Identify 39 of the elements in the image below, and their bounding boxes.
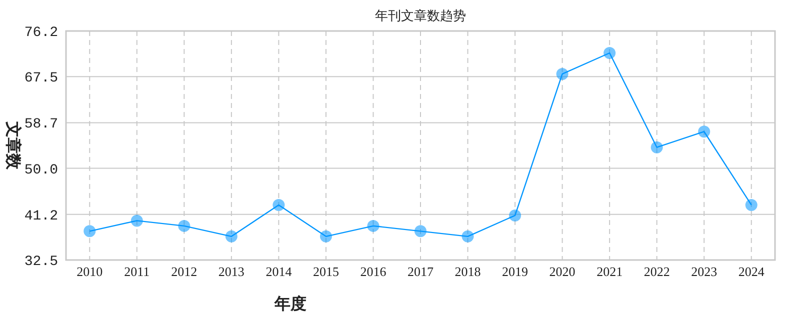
point [225,230,238,242]
point [698,126,710,138]
point [367,220,380,232]
chart-title: 年刊文章数趋势 [375,8,466,23]
x-tick-label: 2013 [218,264,244,279]
point [84,225,96,238]
x-axis-title: 年度 [274,294,306,313]
y-tick-label: 32.5 [24,254,58,270]
point [745,198,758,211]
x-tick-label: 2023 [691,264,718,279]
y-tick-label: 67.5 [24,70,58,87]
x-tick-label: 2012 [171,264,198,279]
point [178,220,190,232]
point [272,198,285,211]
point [604,47,616,60]
x-tick-label: 2010 [76,264,103,279]
x-tick-label: 2019 [502,264,528,279]
point [556,68,568,80]
x-tick-label: 2022 [644,264,670,279]
y-tick-label: 76.2 [24,25,58,41]
y-tick-label: 41.2 [24,208,58,224]
x-tick-label: 2017 [408,264,434,279]
x-tick-label: 2015 [312,264,339,279]
x-tick-label: 2014 [266,264,292,279]
x-tick-label: 2024 [738,264,765,279]
x-tick-label: 2016 [360,264,387,279]
x-tick-label: 2021 [596,264,623,279]
y-tick-label: 58.7 [24,116,58,133]
x-tick-label: 2020 [549,264,576,279]
point [130,214,143,227]
y-tick-label: 50.0 [24,162,58,178]
point [650,141,663,154]
point [462,230,474,242]
point [509,209,522,222]
point [320,230,332,242]
x-tick-label: 2018 [454,264,481,279]
x-tick-label: 2011 [124,264,150,279]
point [414,225,426,238]
y-axis-title: 文章数 [4,120,22,170]
